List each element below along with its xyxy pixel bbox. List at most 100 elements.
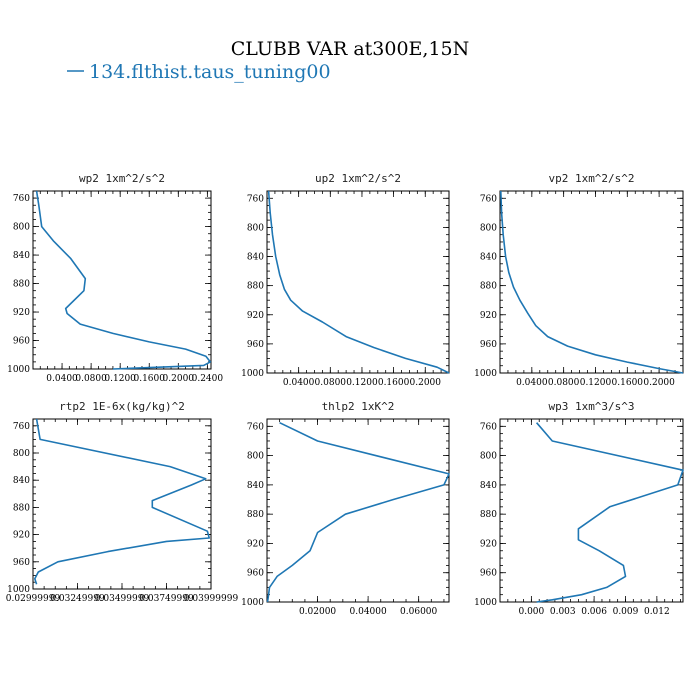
subplot-title: wp3 1xm^3/s^3	[548, 400, 634, 413]
series-line	[33, 418, 210, 585]
y-tick-label: 800	[13, 449, 30, 459]
y-tick-label: 800	[13, 223, 30, 233]
x-tick-label: 0.1600	[612, 378, 644, 388]
subplot-title: vp2 1xm^2/s^2	[548, 172, 634, 185]
x-tick-label: 0.0400	[46, 374, 78, 384]
y-tick-label: 920	[13, 531, 30, 541]
x-tick-label: 0.03499999	[95, 594, 150, 604]
subplot-title: up2 1xm^2/s^2	[315, 172, 401, 185]
plot-frame	[499, 190, 684, 374]
y-tick-label: 800	[480, 452, 497, 462]
x-tick-label: 0.009	[613, 607, 639, 617]
subplot-grid: wp2 1xm^2/s^2 760 800 840 880 920 960 1000 0.040…	[6, 172, 684, 617]
plot-frame	[32, 418, 212, 590]
x-tick-label: 0.03999999	[184, 594, 239, 604]
y-tick-label: 880	[247, 282, 264, 292]
y-tick-label: 960	[13, 558, 30, 568]
y-tick-label: 880	[13, 503, 30, 513]
y-tick-label: 760	[13, 422, 30, 432]
series-line	[266, 421, 450, 603]
subplot-4: rtp2 1E-6x(kg/kg)^2 760 800 840 880 920 960 100…	[6, 400, 239, 604]
y-tick-label: 840	[247, 481, 264, 491]
subplot-3: vp2 1xm^2/s^2 760 800 840 880 920 960 1000 0.040…	[474, 172, 684, 388]
y-tick-label: 920	[247, 539, 264, 549]
x-tick-label: 0.1200	[104, 374, 136, 384]
x-tick-label: 0.2000	[410, 378, 442, 388]
subplot-title: wp2 1xm^2/s^2	[79, 172, 165, 185]
y-tick-label: 840	[480, 481, 497, 491]
y-tick-label: 1000	[241, 369, 264, 379]
x-tick-label: 0.03749999	[139, 594, 194, 604]
y-tick-label: 920	[480, 311, 497, 321]
series-line	[35, 190, 212, 370]
y-tick-label: 760	[13, 194, 30, 204]
series-line	[267, 190, 450, 374]
subplot-5: thlp2 1xK^2 760 800 840 880 920 960 1000 0.02000…	[241, 400, 450, 617]
x-tick-label: 0.1600	[378, 378, 410, 388]
series-line	[500, 190, 684, 374]
y-tick-label: 880	[480, 510, 497, 520]
y-tick-label: 760	[480, 422, 497, 432]
x-tick-label: 0.1200	[346, 378, 378, 388]
y-tick-label: 1000	[7, 365, 30, 375]
x-tick-label: 0.03249999	[50, 594, 105, 604]
y-tick-label: 1000	[7, 585, 30, 595]
x-tick-label: 0.0400	[283, 378, 315, 388]
legend-label: 134.flthist.taus_tuning00	[89, 61, 331, 83]
y-tick-label: 760	[480, 194, 497, 204]
figure-title: CLUBB VAR at300E,15N	[231, 38, 470, 60]
y-tick-label: 840	[13, 251, 30, 261]
x-tick-label: 0.06000	[400, 607, 437, 617]
y-tick-label: 920	[480, 539, 497, 549]
x-tick-label: 0.2400	[192, 374, 224, 384]
x-tick-label: 0.1600	[133, 374, 165, 384]
y-tick-label: 920	[13, 308, 30, 318]
y-tick-label: 880	[480, 282, 497, 292]
series-line	[535, 422, 684, 603]
plot-frame	[266, 190, 450, 374]
y-tick-label: 880	[247, 510, 264, 520]
y-tick-label: 760	[247, 194, 264, 204]
x-tick-label: 0.003	[550, 607, 576, 617]
y-tick-label: 960	[247, 340, 264, 350]
subplot-title: thlp2 1xK^2	[322, 400, 395, 413]
subplot-6: wp3 1xm^3/s^3 760 800 840 880 920 960 1000 0.000…	[474, 400, 684, 617]
x-tick-label: 0.0400	[516, 378, 548, 388]
y-tick-label: 960	[480, 569, 497, 579]
x-tick-label: 0.000	[518, 607, 544, 617]
y-tick-label: 1000	[241, 598, 264, 608]
x-tick-label: 0.04000	[350, 607, 387, 617]
y-tick-label: 960	[13, 337, 30, 347]
x-tick-label: 0.0800	[548, 378, 580, 388]
y-tick-label: 800	[247, 452, 264, 462]
y-tick-label: 880	[13, 280, 30, 290]
y-tick-label: 840	[480, 253, 497, 263]
x-tick-label: 0.2000	[643, 378, 675, 388]
y-tick-label: 760	[247, 422, 264, 432]
plot-frame	[266, 418, 450, 603]
x-tick-label: 0.02000	[299, 607, 336, 617]
subplot-title: rtp2 1E-6x(kg/kg)^2	[59, 400, 185, 413]
x-tick-label: 0.02999999	[6, 594, 61, 604]
x-tick-label: 0.2000	[163, 374, 195, 384]
y-tick-label: 1000	[474, 369, 497, 379]
y-tick-label: 840	[13, 476, 30, 486]
y-tick-label: 800	[247, 223, 264, 233]
y-tick-label: 800	[480, 223, 497, 233]
x-tick-label: 0.0800	[315, 378, 347, 388]
x-tick-label: 0.1200	[580, 378, 612, 388]
y-tick-label: 920	[247, 311, 264, 321]
y-tick-label: 840	[247, 253, 264, 263]
x-tick-label: 0.006	[581, 607, 607, 617]
y-tick-label: 960	[247, 569, 264, 579]
subplot-1: wp2 1xm^2/s^2 760 800 840 880 920 960 1000 0.040…	[7, 172, 223, 384]
subplot-2: up2 1xm^2/s^2 760 800 840 880 920 960 1000 0.040…	[241, 172, 450, 388]
x-tick-label: 0.012	[644, 607, 670, 617]
x-tick-label: 0.0800	[75, 374, 107, 384]
y-tick-label: 1000	[474, 598, 497, 608]
plot-frame	[32, 190, 212, 370]
legend: 134.flthist.taus_tuning00	[67, 61, 331, 83]
plot-frame	[499, 418, 684, 603]
y-tick-label: 960	[480, 340, 497, 350]
